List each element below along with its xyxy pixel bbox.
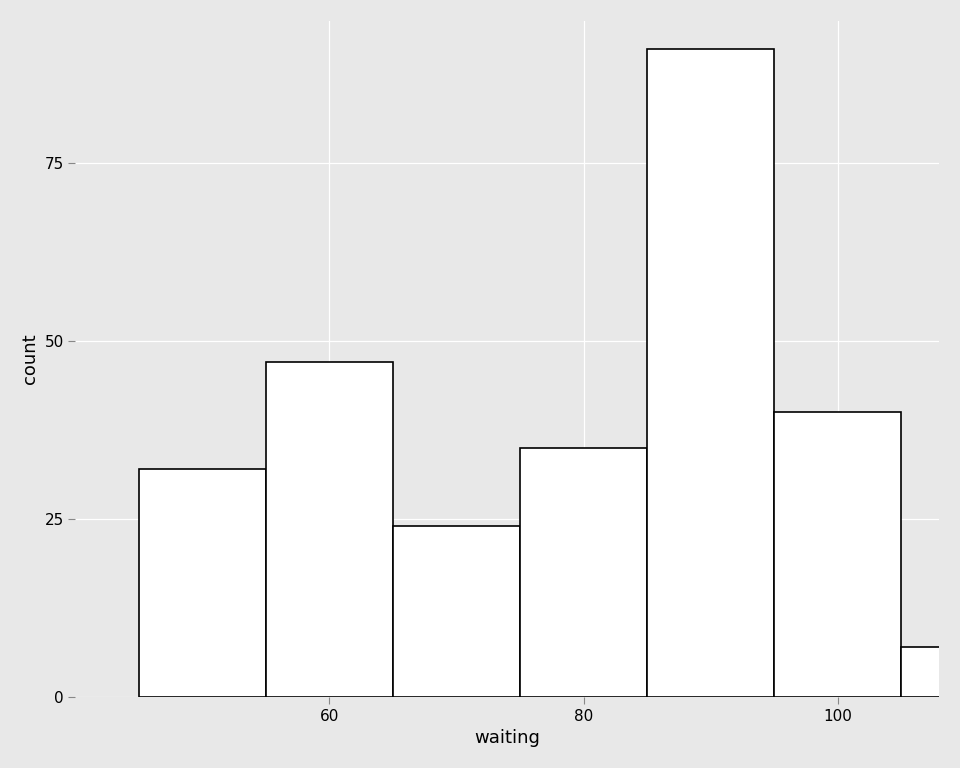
- Bar: [139, 469, 266, 697]
- X-axis label: waiting: waiting: [474, 729, 540, 747]
- Bar: [520, 448, 647, 697]
- Bar: [393, 526, 520, 697]
- Y-axis label: count: count: [21, 333, 38, 384]
- Bar: [266, 362, 393, 697]
- Bar: [774, 412, 901, 697]
- Bar: [901, 647, 960, 697]
- Bar: [647, 49, 774, 697]
